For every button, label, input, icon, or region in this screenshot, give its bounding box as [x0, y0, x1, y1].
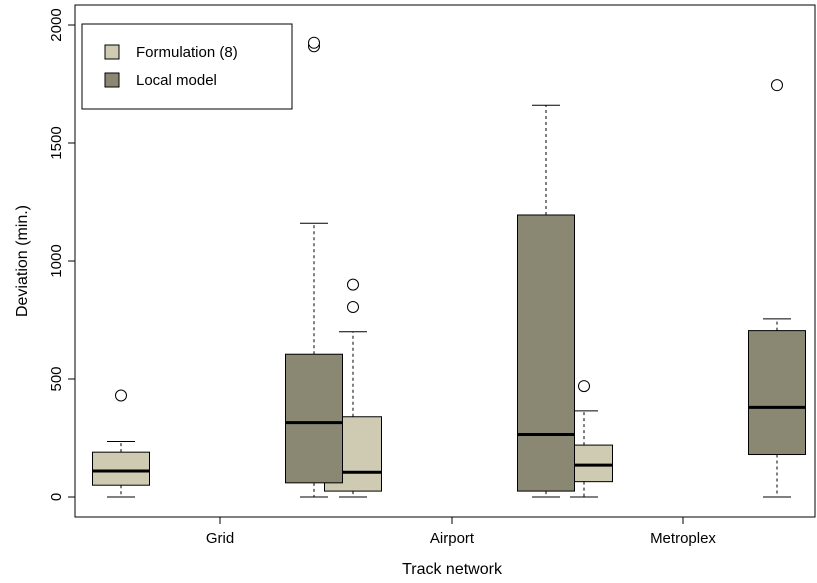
box [517, 214, 575, 492]
y-tick-label: 500 [48, 366, 65, 391]
outlier-point [115, 389, 127, 402]
x-tick-label: Metroplex [650, 530, 716, 547]
y-tick-label: 1000 [48, 244, 65, 277]
x-axis: Grid Airport Metroplex [206, 517, 716, 547]
legend-frame [81, 23, 293, 110]
legend-label-formulation: Formulation (8) [136, 44, 238, 61]
legend-label-local-model: Local model [136, 72, 217, 89]
y-axis: 0 500 1000 1500 2000 [48, 8, 75, 501]
outlier-point [308, 36, 320, 49]
y-axis-label: Deviation (min.) [14, 205, 31, 317]
box-group [92, 389, 150, 498]
y-tick-label: 1500 [48, 126, 65, 159]
boxes-layer [92, 36, 806, 498]
box [748, 330, 806, 456]
x-tick-label: Airport [430, 530, 475, 547]
box-group [517, 104, 575, 498]
legend-swatch-formulation [104, 44, 120, 60]
legend: Formulation (8) Local model [81, 23, 293, 110]
outlier-point [347, 301, 359, 314]
legend-swatch-local-model [104, 72, 120, 88]
y-tick-label: 0 [48, 493, 65, 501]
box [92, 451, 150, 486]
outlier-point [578, 380, 590, 393]
outlier-point [771, 79, 783, 92]
x-tick-label: Grid [206, 530, 234, 547]
axes-layer: 0 500 1000 1500 2000 Grid Airport Metroplex [48, 4, 816, 547]
box [285, 353, 343, 484]
x-axis-label: Track network [402, 561, 503, 578]
y-tick-label: 2000 [48, 8, 65, 41]
box-group [748, 79, 806, 498]
outlier-point [347, 278, 359, 291]
box-group [285, 36, 343, 498]
